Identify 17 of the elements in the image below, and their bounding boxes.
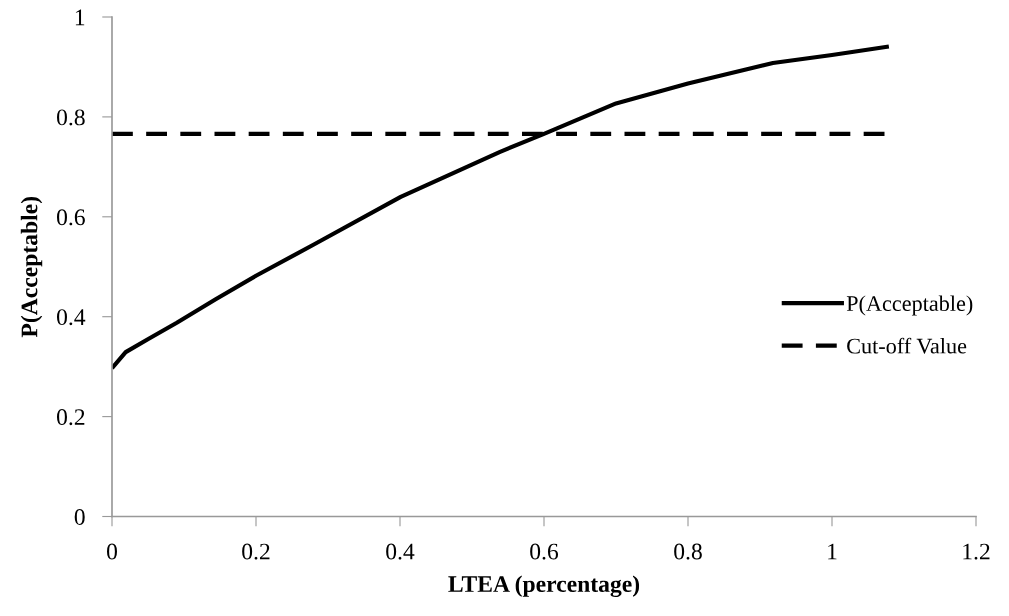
y-tick-label: 0.6	[57, 209, 85, 226]
y-tick-label: 0	[74, 508, 85, 525]
y-tick-label: 0.2	[57, 409, 85, 426]
x-tick-label: 1.2	[963, 543, 990, 560]
x-tick-label: 0.8	[674, 543, 702, 560]
x-tick-label: 1	[828, 543, 837, 560]
x-tick-label: 0.4	[386, 543, 415, 560]
y-tick-label: 1	[75, 9, 85, 26]
y-tick-label: 0.8	[57, 109, 85, 126]
legend-label: Cut-off Value	[847, 337, 967, 354]
x-tick-label: 0.6	[530, 543, 559, 560]
x-tick-label: 0.2	[242, 543, 270, 560]
legend-label: P(Acceptable)	[846, 295, 973, 316]
y-tick-label: 0.4	[57, 309, 86, 326]
y-axis-title: P(Acceptable)	[20, 196, 43, 338]
x-axis-title: LTEA (percentage)	[448, 575, 640, 598]
x-tick-label: 0	[107, 543, 117, 560]
